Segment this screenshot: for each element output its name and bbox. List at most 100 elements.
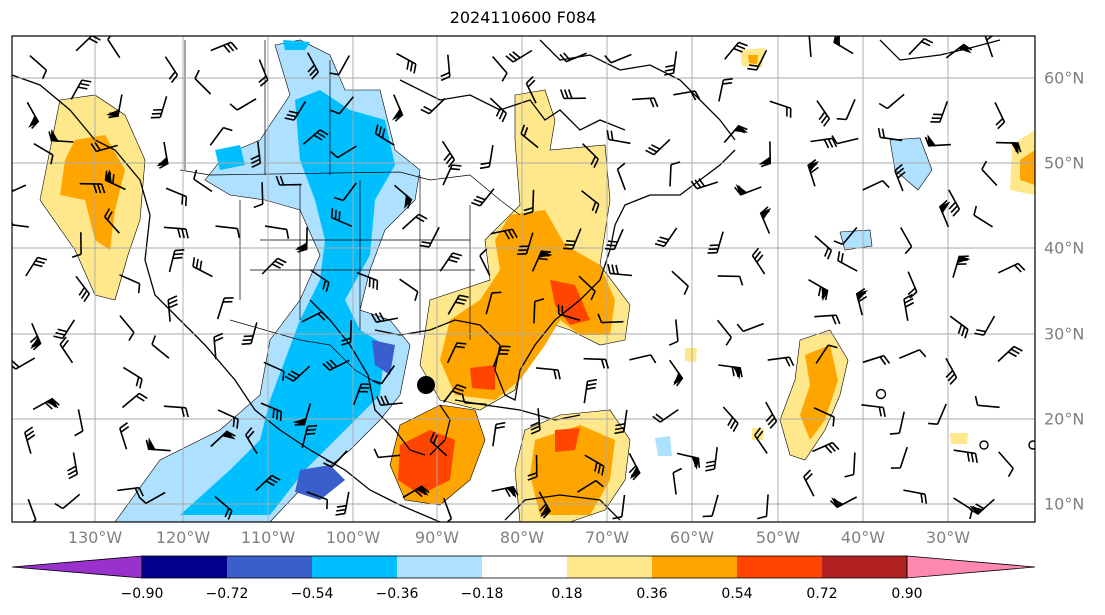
wind-barb <box>612 494 626 520</box>
wind-barb <box>492 345 511 368</box>
wind-barb <box>758 141 772 168</box>
colorbar-tick-label: −0.90 <box>120 586 164 602</box>
wind-barb <box>214 495 233 520</box>
wind-barb <box>576 479 604 493</box>
colorbar-tick-label: 0.54 <box>721 586 753 602</box>
wind-barb <box>759 206 772 234</box>
colorbar-tick-label: −0.36 <box>375 586 419 602</box>
wind-barb <box>301 424 318 448</box>
wind-barb <box>119 422 130 450</box>
wind-barb <box>807 159 819 187</box>
wind-barb <box>908 37 934 56</box>
lat-label: 40°N <box>1044 238 1085 258</box>
wind-barb <box>707 231 724 254</box>
wind-barb <box>322 359 350 371</box>
wind-barb <box>260 402 283 422</box>
storm-center-marker <box>417 376 435 394</box>
wind-barb <box>442 384 467 403</box>
wind-barb <box>862 354 891 366</box>
wind-barb <box>722 406 739 432</box>
wind-barb <box>536 367 561 380</box>
wind-barb <box>676 452 701 470</box>
wind-barb <box>330 96 355 115</box>
colorbar-tick-label: −0.54 <box>290 586 334 602</box>
wind-barb <box>953 449 978 463</box>
wind-barb <box>489 97 508 123</box>
wind-barb <box>654 227 678 248</box>
colorbar-tick-label: −0.18 <box>460 586 504 602</box>
colorbar-bin <box>397 556 482 578</box>
wind-barb <box>440 54 451 82</box>
wind-barb <box>263 361 285 381</box>
colorbar-bin <box>482 556 567 578</box>
wind-barb <box>702 494 719 518</box>
wind-barb <box>669 359 684 387</box>
wind-barb <box>255 474 281 492</box>
wind-barb <box>652 408 679 423</box>
wind-barb <box>165 187 188 207</box>
wind-barb <box>672 467 683 495</box>
wind-barb <box>831 135 859 145</box>
lon-label: 90°W <box>414 528 460 547</box>
wind-barb <box>981 160 998 187</box>
wind-barb <box>122 366 143 389</box>
wind-barb <box>210 41 238 54</box>
wind-barb <box>930 101 949 123</box>
wind-barb <box>877 127 903 142</box>
wind-barb <box>209 126 233 146</box>
wind-barb <box>446 342 467 364</box>
wind-barb <box>306 491 329 510</box>
wind-barb <box>814 314 841 325</box>
wind-barb <box>767 356 795 367</box>
wind-barb <box>998 451 1014 477</box>
wind-barb <box>734 183 762 196</box>
wind-barb <box>59 336 74 364</box>
colorbar-tick-label: 0.72 <box>806 586 838 602</box>
wind-barb <box>969 498 995 516</box>
wind-barb <box>997 262 1026 274</box>
wind-barb <box>27 498 37 522</box>
lat-label: 20°N <box>1044 409 1085 429</box>
wind-barb <box>527 454 538 481</box>
wind-barb <box>833 226 858 246</box>
wind-barb <box>215 225 241 239</box>
colorbar-bin <box>567 556 652 578</box>
wind-barb <box>671 270 689 296</box>
wind-barb <box>121 392 148 409</box>
wind-barb <box>815 344 838 364</box>
calm-marker <box>1028 440 1035 450</box>
lon-label: 80°W <box>499 528 545 547</box>
wind-barb <box>754 427 768 454</box>
wind-barb <box>261 257 287 275</box>
wind-barb <box>520 124 539 149</box>
lon-label: 120°W <box>155 528 211 547</box>
wind-barb <box>717 275 744 286</box>
wind-barb <box>217 409 239 429</box>
wind-barb <box>604 228 624 251</box>
wind-barb <box>557 304 581 321</box>
wind-barb <box>538 491 551 519</box>
wind-barb <box>525 76 537 104</box>
wind-barb <box>813 407 835 427</box>
wind-barb <box>330 208 353 228</box>
wind-barb <box>855 288 868 316</box>
wind-barb <box>163 226 189 239</box>
wind-barb <box>491 485 519 499</box>
wind-barb <box>104 208 120 234</box>
wind-barb <box>138 491 166 504</box>
wind-barb <box>74 409 84 437</box>
wind-barb <box>192 257 213 278</box>
wind-barb <box>53 319 76 340</box>
wind-barb <box>664 51 678 76</box>
wind-barb <box>250 141 262 169</box>
wind-barb <box>393 184 413 209</box>
wind-barb <box>747 49 768 71</box>
wind-barb <box>584 454 605 476</box>
wind-barb <box>301 311 329 323</box>
wind-barb <box>810 137 838 149</box>
wind-barb <box>861 404 886 417</box>
wind-barb <box>844 452 856 478</box>
wind-barb <box>374 124 395 146</box>
lat-label: 30°N <box>1044 324 1085 344</box>
